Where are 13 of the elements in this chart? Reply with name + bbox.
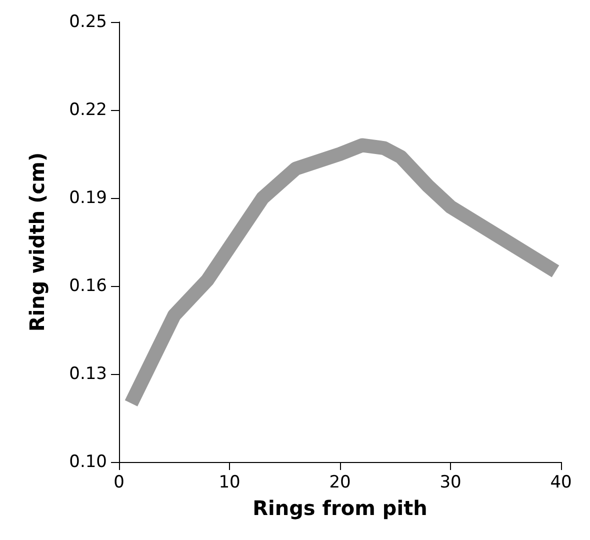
x-tick-label: 40 <box>550 472 572 492</box>
y-tick-label: 0.22 <box>69 100 107 120</box>
y-tick-label: 0.16 <box>69 276 107 296</box>
y-tick-label: 0.25 <box>69 12 107 32</box>
y-tick-label: 0.10 <box>69 452 107 472</box>
y-tick-label: 0.13 <box>69 364 107 384</box>
y-tick-label: 0.19 <box>69 188 107 208</box>
y-axis-title: Ring width (cm) <box>25 152 49 332</box>
x-axis-title: Rings from pith <box>252 496 428 520</box>
x-tick-label: 0 <box>114 472 124 492</box>
x-tick-label: 10 <box>218 472 240 492</box>
x-tick-label: 30 <box>440 472 462 492</box>
x-tick-label: 20 <box>329 472 351 492</box>
